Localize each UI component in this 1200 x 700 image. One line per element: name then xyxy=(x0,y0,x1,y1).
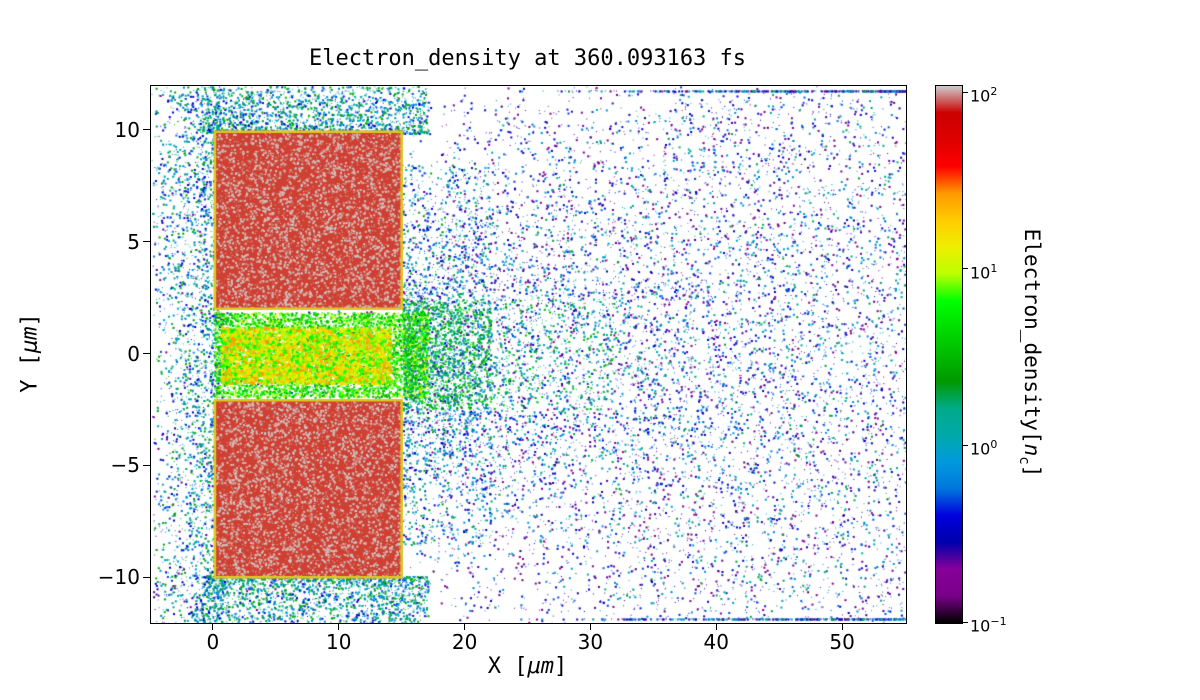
plot-area xyxy=(150,85,907,624)
colorbar-tick-mark xyxy=(962,621,968,623)
colorbar-tick-label: 10−1 xyxy=(970,615,1007,636)
y-axis-label-suffix: ] xyxy=(17,313,43,327)
y-tick-mark xyxy=(143,241,150,243)
x-axis-label-prefix: X [ xyxy=(487,654,528,679)
x-tick-mark xyxy=(841,623,843,630)
x-tick-mark xyxy=(338,623,340,630)
colorbar-gradient xyxy=(936,86,962,623)
y-tick-label: 5 xyxy=(127,229,140,254)
chart-title: Electron_density at 360.093163 fs xyxy=(308,46,747,71)
x-tick-label: 50 xyxy=(829,630,855,654)
colorbar-tick-mark xyxy=(962,444,968,446)
colorbar-label-prefix: Electron_density[ xyxy=(1020,228,1045,444)
x-tick-mark xyxy=(212,623,214,630)
y-tick-mark xyxy=(143,353,150,354)
colorbar-label-suffix: ] xyxy=(1020,464,1045,478)
x-axis-unit: μm xyxy=(527,654,555,679)
y-tick-label: −10 xyxy=(97,565,140,590)
colorbar-tick-mark xyxy=(962,91,968,93)
y-tick-mark xyxy=(143,464,150,466)
colorbar-label-sub: c xyxy=(1015,456,1032,465)
x-tick-label: 40 xyxy=(703,630,729,654)
colorbar-tick-label: 100 xyxy=(970,438,998,459)
x-tick-label: 30 xyxy=(577,630,604,654)
colorbar-tick-label: 102 xyxy=(970,85,998,106)
x-tick-mark xyxy=(589,623,591,630)
x-tick-mark xyxy=(464,623,466,630)
x-tick-mark xyxy=(715,623,717,630)
y-tick-label: 10 xyxy=(114,117,140,142)
density-plot-canvas xyxy=(151,86,906,623)
colorbar-label-var: n xyxy=(1020,443,1045,457)
colorbar-label: Electron_density[nc] xyxy=(1016,229,1044,478)
y-tick-label: −5 xyxy=(110,453,140,478)
colorbar-tick-label: 101 xyxy=(970,261,998,283)
y-tick-label: 0 xyxy=(127,341,140,366)
y-tick-mark xyxy=(143,129,150,131)
x-tick-label: 0 xyxy=(206,630,220,654)
x-axis-label-suffix: ] xyxy=(554,654,568,679)
colorbar xyxy=(935,85,963,624)
x-tick-label: 10 xyxy=(326,630,352,654)
colorbar-tick-mark xyxy=(962,268,968,270)
x-tick-label: 20 xyxy=(451,630,478,654)
y-tick-mark xyxy=(143,576,150,578)
x-axis-label: X [μm] xyxy=(150,654,905,679)
